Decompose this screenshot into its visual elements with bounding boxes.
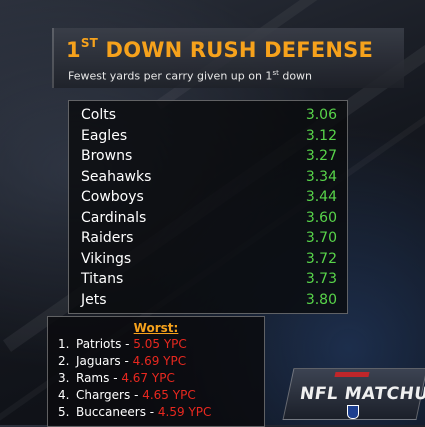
team-name: Cowboys <box>81 189 144 205</box>
table-row: Vikings 3.72 <box>81 251 337 271</box>
page-subtitle: Fewest yards per carry given up on 1st d… <box>68 69 313 83</box>
team-name: Rams <box>76 371 110 385</box>
team-name: Seahawks <box>81 168 152 185</box>
nfl-shield-icon <box>347 405 359 419</box>
ypc-value: 3.44 <box>305 189 337 205</box>
separator: - <box>120 354 133 368</box>
ypc-value: 5.05 YPC <box>133 337 187 351</box>
ypc-value: 3.70 <box>305 230 337 246</box>
rank-number: 4. <box>58 388 70 402</box>
team-name: Raiders <box>81 230 134 246</box>
team-name: Vikings <box>81 250 132 267</box>
ypc-value: 3.72 <box>305 250 337 267</box>
rank-number: 3. <box>58 371 70 385</box>
page-title: 1ST DOWN RUSH DEFENSE <box>66 36 374 62</box>
ypc-value: 3.73 <box>305 271 337 287</box>
list-item: 2. Jaguars - 4.69 YPC <box>58 354 186 368</box>
ypc-value: 3.27 <box>305 148 337 164</box>
ypc-value: 3.80 <box>305 291 337 308</box>
table-row: Raiders 3.70 <box>81 230 337 250</box>
ypc-value: 4.67 YPC <box>121 371 175 385</box>
table-row: Titans 3.73 <box>81 271 337 291</box>
separator: - <box>130 388 143 402</box>
separator: - <box>109 371 122 385</box>
table-row: Cowboys 3.44 <box>81 189 337 209</box>
table-row: Jets 3.80 <box>81 292 337 312</box>
team-name: Patriots <box>76 337 122 351</box>
list-item: 5. Buccaneers - 4.59 YPC <box>58 405 211 419</box>
logo-text: NFL MATCHUP <box>298 384 425 404</box>
separator: - <box>121 337 134 351</box>
table-row: Eagles 3.12 <box>81 128 337 148</box>
list-item: 3. Rams - 4.67 YPC <box>58 371 175 385</box>
separator: - <box>145 405 158 419</box>
team-name: Cardinals <box>81 209 147 226</box>
logo-accent-icon <box>334 372 370 377</box>
table-row: Seahawks 3.34 <box>81 169 337 189</box>
team-name: Colts <box>81 107 117 123</box>
team-name: Buccaneers <box>76 405 146 419</box>
rank-number: 1. <box>58 337 70 351</box>
list-item: 4. Chargers - 4.65 YPC <box>58 388 196 402</box>
ypc-value: 3.60 <box>305 209 337 226</box>
worst-heading: Worst: <box>133 321 179 335</box>
ypc-value: 4.59 YPC <box>157 405 212 419</box>
team-name: Titans <box>81 271 124 287</box>
title-banner <box>52 28 404 88</box>
team-name: Jaguars <box>76 354 121 368</box>
table-row: Browns 3.27 <box>81 148 337 168</box>
ypc-value: 3.12 <box>305 127 337 144</box>
team-name: Jets <box>81 291 107 308</box>
table-row: Cardinals 3.60 <box>81 210 337 230</box>
ypc-value: 4.69 YPC <box>132 354 187 368</box>
team-name: Browns <box>81 148 133 164</box>
ypc-value: 3.06 <box>305 107 337 123</box>
rank-number: 5. <box>58 405 70 419</box>
worst-defense-box: Worst: 1. Patriots - 5.05 YPC 2. Jaguars -… <box>47 316 265 427</box>
best-defense-table: Colts 3.06 Eagles 3.12 Browns 3.27 Seahawks… <box>68 100 348 314</box>
team-name: Chargers <box>76 388 131 402</box>
table-row: Colts 3.06 <box>81 107 337 127</box>
ypc-value: 3.34 <box>305 168 337 185</box>
ypc-value: 4.65 YPC <box>142 388 196 402</box>
team-name: Eagles <box>81 127 128 144</box>
rank-number: 2. <box>58 354 70 368</box>
list-item: 1. Patriots - 5.05 YPC <box>58 337 187 351</box>
